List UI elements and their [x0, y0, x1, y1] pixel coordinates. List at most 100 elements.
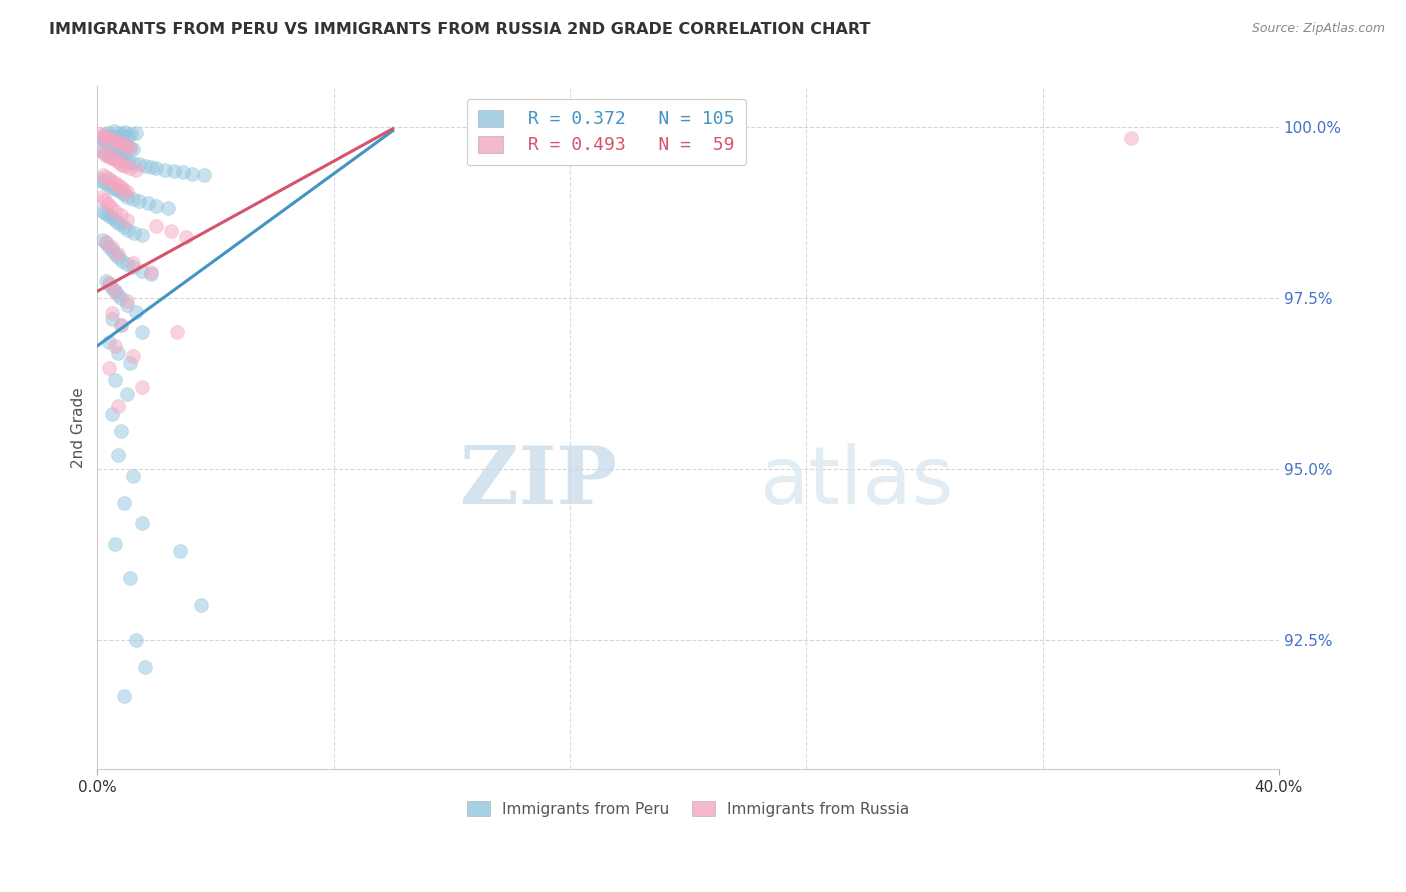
- Point: [96, 169, 118, 184]
- Point: [121, 156, 143, 170]
- Point: [125, 126, 148, 140]
- Point: [97, 149, 120, 163]
- Point: [107, 178, 129, 192]
- Point: [118, 571, 141, 585]
- Point: [111, 128, 134, 142]
- Point: [112, 187, 135, 202]
- Point: [104, 285, 127, 299]
- Point: [136, 196, 159, 211]
- Point: [101, 311, 124, 326]
- Point: [104, 373, 127, 387]
- Point: [121, 192, 143, 206]
- Point: [108, 217, 131, 231]
- Point: [110, 318, 132, 333]
- Point: [90, 145, 112, 159]
- Point: [125, 162, 148, 177]
- Point: [104, 134, 127, 148]
- Point: [120, 127, 142, 141]
- Point: [160, 224, 183, 238]
- Point: [145, 161, 167, 176]
- Point: [96, 177, 118, 191]
- Point: [108, 156, 131, 170]
- Point: [107, 345, 129, 359]
- Point: [98, 240, 121, 254]
- Point: [103, 124, 125, 138]
- Point: [93, 194, 115, 208]
- Point: [101, 179, 124, 194]
- Point: [98, 171, 121, 186]
- Point: [139, 267, 162, 281]
- Point: [93, 146, 115, 161]
- Point: [96, 236, 118, 251]
- Point: [115, 386, 138, 401]
- Point: [118, 141, 141, 155]
- Point: [190, 599, 212, 613]
- Point: [91, 133, 114, 147]
- Point: [110, 136, 132, 151]
- Point: [107, 138, 129, 153]
- Point: [118, 161, 141, 176]
- Point: [107, 399, 129, 413]
- Point: [131, 228, 153, 243]
- Point: [112, 138, 135, 153]
- Point: [145, 219, 167, 234]
- Point: [193, 168, 215, 182]
- Point: [100, 149, 122, 163]
- Point: [97, 126, 120, 140]
- Point: [121, 260, 143, 275]
- Point: [91, 175, 114, 189]
- Point: [101, 244, 124, 258]
- Point: [174, 229, 197, 244]
- Point: [107, 246, 129, 260]
- Point: [110, 424, 132, 438]
- Point: [115, 139, 138, 153]
- Point: [128, 157, 150, 171]
- Point: [169, 543, 191, 558]
- Point: [1121, 130, 1143, 145]
- Point: [104, 537, 127, 551]
- Point: [100, 210, 122, 224]
- Point: [110, 185, 132, 199]
- Point: [110, 291, 132, 305]
- Point: [93, 147, 115, 161]
- Point: [115, 139, 138, 153]
- Point: [131, 264, 153, 278]
- Point: [114, 159, 136, 173]
- Point: [115, 257, 138, 271]
- Point: [112, 496, 135, 510]
- Text: ZIP: ZIP: [460, 443, 617, 522]
- Point: [103, 150, 125, 164]
- Point: [107, 250, 129, 264]
- Point: [118, 141, 141, 155]
- Point: [91, 168, 114, 182]
- Point: [111, 153, 134, 167]
- Point: [125, 304, 148, 318]
- Point: [100, 151, 122, 165]
- Point: [117, 154, 139, 169]
- Point: [107, 183, 129, 197]
- Point: [139, 265, 162, 279]
- Point: [98, 360, 121, 375]
- Point: [101, 240, 124, 254]
- Point: [101, 173, 124, 187]
- Point: [93, 205, 115, 219]
- Point: [108, 127, 131, 141]
- Point: [91, 233, 114, 247]
- Point: [110, 208, 132, 222]
- Point: [163, 164, 186, 178]
- Point: [105, 129, 128, 144]
- Point: [105, 154, 128, 169]
- Point: [90, 145, 112, 159]
- Point: [96, 129, 118, 144]
- Point: [100, 200, 122, 214]
- Point: [180, 167, 202, 181]
- Point: [89, 127, 111, 141]
- Point: [157, 201, 180, 215]
- Point: [115, 212, 138, 227]
- Point: [131, 325, 153, 339]
- Text: IMMIGRANTS FROM PERU VS IMMIGRANTS FROM RUSSIA 2ND GRADE CORRELATION CHART: IMMIGRANTS FROM PERU VS IMMIGRANTS FROM …: [49, 22, 870, 37]
- Point: [112, 138, 135, 153]
- Point: [104, 136, 127, 150]
- Point: [90, 130, 112, 145]
- Point: [97, 197, 120, 211]
